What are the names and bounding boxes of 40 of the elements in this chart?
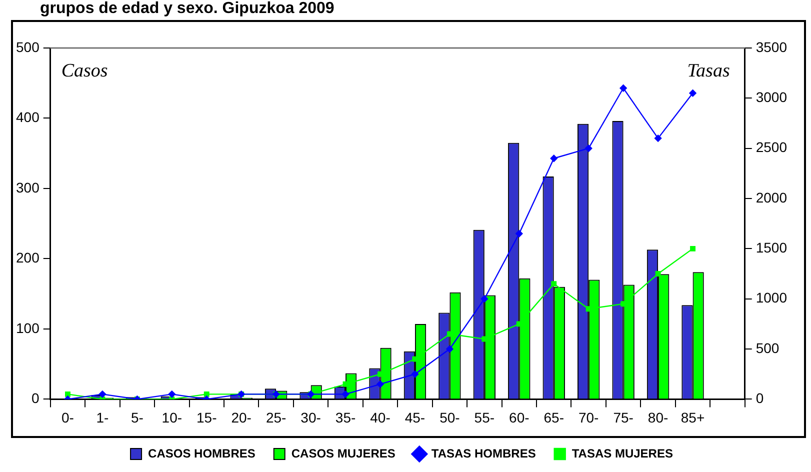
y-tick-label: 400 [16,109,40,126]
legend-label: TASAS HOMBRES [431,446,536,460]
x-tick-label: 5- [130,409,144,426]
chart-title: grupos de edad y sexo. Gipuzkoa 2009 [40,0,334,18]
x-tick-label: 10- [162,409,182,426]
x-tick-label: 55- [474,409,495,426]
x-tick-label: 30- [300,409,322,426]
y2-tick-label: 2000 [756,189,788,206]
y2-tick-label: 0 [756,390,764,406]
y2-axis-title: Tasas [687,60,730,82]
y2-tick-label: 1500 [756,240,788,256]
y-axis-title: Casos [61,60,108,82]
x-tick-label: 15- [196,409,218,426]
y2-tick-label: 2500 [756,139,788,156]
y2-tick-label: 500 [756,340,780,356]
y-tick-label: 200 [16,250,40,266]
x-tick-label: 50- [440,409,460,426]
y-tick-label: 300 [16,179,40,196]
x-tick-label: 45- [404,409,426,426]
x-tick-label: 70- [578,409,600,426]
y2-tick-label: 3000 [756,89,788,106]
x-tick-label: 80- [648,409,668,426]
x-tick-label: 85+ [680,409,705,426]
y-tick-label: 0 [32,390,40,406]
y-tick-label: 500 [16,38,40,55]
x-tick-label: 20- [231,409,252,426]
y-tick-label: 100 [16,320,40,336]
x-tick-label: 1- [96,409,110,426]
x-tick-label: 65- [544,409,564,426]
x-tick-label: 60- [509,409,530,426]
x-tick-label: 35- [335,409,356,426]
y2-tick-label: 1000 [756,290,788,306]
x-tick-label: 75- [613,409,634,426]
legend-label: CASOS HOMBRES [148,446,256,460]
x-tick-label: 25- [266,409,287,426]
y2-tick-label: 3500 [756,38,788,55]
legend-label: TASAS MUJERES [572,446,673,460]
x-tick-label: 40- [370,409,391,426]
legend-label: CASOS MUJERES [291,446,396,460]
x-tick-label: 0- [61,409,74,426]
